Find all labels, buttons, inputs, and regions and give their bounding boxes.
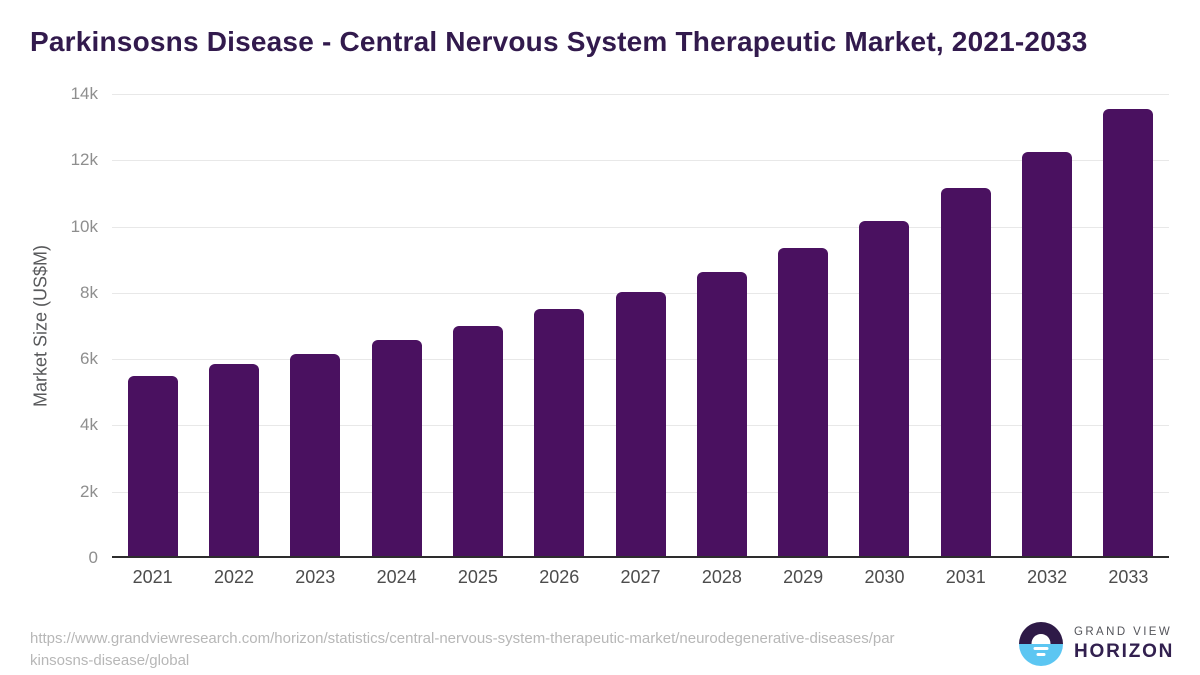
grand-view-horizon-logo: GRAND VIEW HORIZON [1019,622,1174,666]
source-url-line-1: https://www.grandviewresearch.com/horizo… [30,630,895,647]
bar-2024[interactable] [371,340,422,556]
source-url-line-2: kinsosns-disease/global [30,652,190,669]
bar-2026[interactable] [534,309,585,556]
bar-2022[interactable] [208,364,259,556]
x-axis-label-2029: 2029 [783,567,824,587]
gridline-10000 [112,226,1169,228]
horizon-icon-sky [1019,622,1063,644]
x-axis-label-2022: 2022 [213,567,254,587]
bar-cell-2021 [112,94,193,556]
plot-area [112,94,1169,558]
bar-cell-2023 [275,94,356,556]
y-tick-label-8k: 8k [80,282,98,302]
x-axis-label-2023: 2023 [295,567,336,587]
bar-cell-2025 [437,94,518,556]
bar-cell-2026 [519,94,600,556]
x-axis-label-2021: 2021 [132,567,173,587]
bar-2033[interactable] [1103,108,1154,556]
bar-2031[interactable] [940,188,991,556]
y-tick-label-12k: 12k [70,150,98,170]
x-axis-tick-labels: 2021 2022 2023 2024 2025 2026 2027 2028 2029 2030… [112,567,1169,588]
y-tick-label-6k: 6k [80,349,98,369]
bar-cell-2029 [763,94,844,556]
logo-text: GRAND VIEW HORIZON [1074,626,1174,663]
x-axis-label-2033: 2033 [1108,567,1149,587]
gridline-12000 [112,160,1169,162]
logo-brand-bottom: HORIZON [1074,640,1175,662]
source-url: https://www.grandviewresearch.com/horizo… [30,628,980,672]
horizon-icon-reflection-1 [1033,647,1049,650]
bar-series [112,94,1169,556]
bar-cell-2022 [193,94,274,556]
bar-2032[interactable] [1022,152,1073,556]
gridline-14000 [112,94,1169,95]
bar-cell-2032 [1006,94,1087,556]
bar-cell-2028 [681,94,762,556]
x-axis-label-2025: 2025 [457,567,498,587]
bar-2023[interactable] [290,353,341,556]
x-axis-label-2032: 2032 [1027,567,1068,587]
horizon-sun-icon [1019,622,1063,666]
x-axis-label-2027: 2027 [620,567,661,587]
y-tick-label-0: 0 [88,548,98,567]
y-tick-label-4k: 4k [80,415,98,435]
bar-cell-2031 [925,94,1006,556]
x-axis-label-2030: 2030 [864,567,905,587]
y-tick-label-10k: 10k [70,216,98,236]
y-axis-tick-labels: 0 2k 4k 6k 8k 10k 12k 14k [0,84,98,567]
bar-2027[interactable] [615,291,666,556]
bar-2030[interactable] [859,220,910,556]
x-axis-label-2026: 2026 [539,567,580,587]
bar-cell-2030 [844,94,925,556]
bar-cell-2033 [1088,94,1169,556]
logo-brand-top: GRAND VIEW [1074,625,1173,638]
x-axis-label-2028: 2028 [701,567,742,587]
bar-2025[interactable] [452,326,503,556]
x-axis-label-2024: 2024 [376,567,417,587]
y-tick-label-14k: 14k [70,84,98,103]
y-tick-label-2k: 2k [80,481,98,501]
chart-title: Parkinsosns Disease - Central Nervous Sy… [30,26,1088,57]
bar-cell-2024 [356,94,437,556]
x-axis-label-2031: 2031 [945,567,986,587]
horizon-icon-sun [1031,634,1051,644]
bar-2029[interactable] [778,248,829,556]
horizon-icon-reflection-2 [1036,653,1046,656]
bar-2028[interactable] [696,271,747,556]
bar-cell-2027 [600,94,681,556]
bar-2021[interactable] [127,376,178,556]
